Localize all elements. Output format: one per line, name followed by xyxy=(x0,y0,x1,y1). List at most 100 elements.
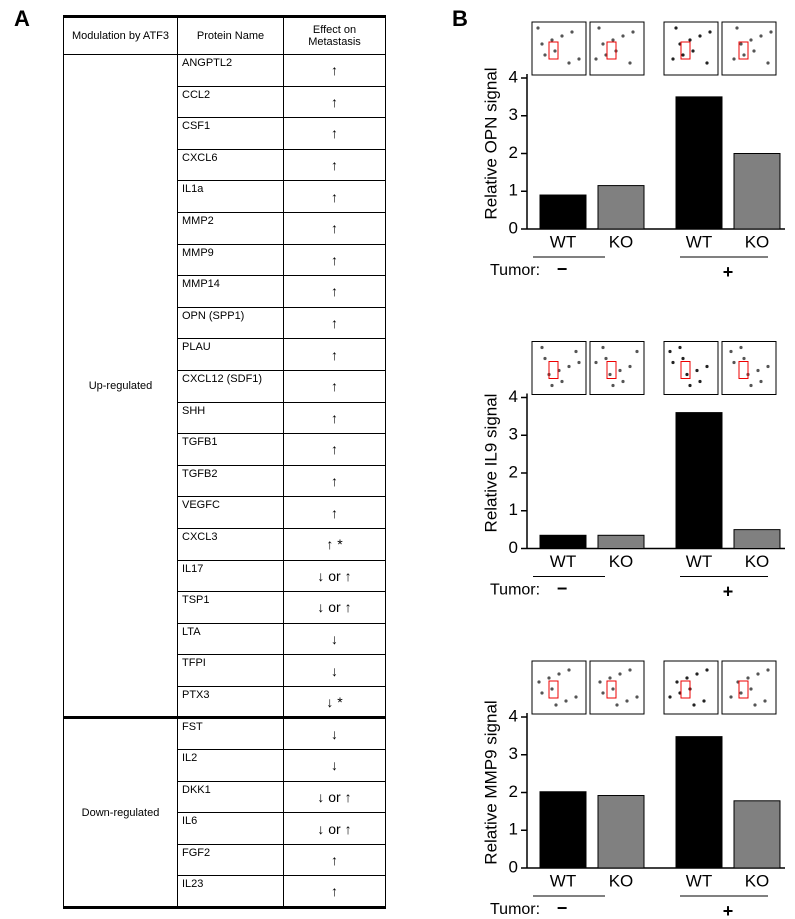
blot-dot xyxy=(739,346,742,349)
blot-dot xyxy=(567,61,570,64)
blot-dot xyxy=(695,369,698,372)
blot-dot xyxy=(766,61,769,64)
blot-dot xyxy=(746,676,749,679)
blot-image xyxy=(590,22,644,75)
bar xyxy=(676,97,722,229)
protein-name: MMP14 xyxy=(178,276,284,308)
blot-dot xyxy=(601,691,604,694)
blot-dot xyxy=(749,384,752,387)
blot-dot xyxy=(628,668,631,671)
blot-dot xyxy=(732,361,735,364)
y-tick-label: 0 xyxy=(509,857,518,876)
blot-dot xyxy=(550,38,553,41)
protein-name: IL17 xyxy=(178,560,284,592)
protein-name: CXCL3 xyxy=(178,528,284,560)
x-tick-label: KO xyxy=(609,871,634,890)
blot-dot xyxy=(695,672,698,675)
blot-dot xyxy=(685,676,688,679)
protein-name: TGFB2 xyxy=(178,465,284,497)
protein-name: TSP1 xyxy=(178,592,284,624)
effect: ↓ or ↑ xyxy=(284,781,386,813)
header-cell: Effect on Metastasis xyxy=(284,17,386,55)
effect: ↑ xyxy=(284,844,386,876)
bar xyxy=(676,413,722,549)
protein-name: PLAU xyxy=(178,339,284,371)
bar xyxy=(540,195,586,229)
bar xyxy=(540,792,586,868)
effect: ↑ xyxy=(284,244,386,276)
blot-dot xyxy=(618,672,621,675)
bar-chart: 01234Relative OPN signalWTKOWTKOTumor:−+ xyxy=(481,22,785,282)
blot-dot xyxy=(688,38,691,41)
effect: ↑ xyxy=(284,434,386,466)
blot-dot xyxy=(678,346,681,349)
effect: ↑ xyxy=(284,149,386,181)
effect: ↑ xyxy=(284,339,386,371)
protein-name: CSF1 xyxy=(178,118,284,150)
blot-dot xyxy=(628,61,631,64)
blot-dot xyxy=(543,357,546,360)
blot-dot xyxy=(749,687,752,690)
blot-dot xyxy=(763,699,766,702)
bar-chart: 01234Relative IL9 signalWTKOWTKOTumor:−+ xyxy=(481,342,785,602)
blot-dot xyxy=(631,30,634,33)
blot-dot xyxy=(611,687,614,690)
blot-dot xyxy=(752,49,755,52)
blot-image xyxy=(664,22,718,75)
protein-name: OPN (SPP1) xyxy=(178,307,284,339)
blot-dot xyxy=(675,680,678,683)
blot-dot xyxy=(756,672,759,675)
protein-name: TFPI xyxy=(178,655,284,687)
bar xyxy=(734,154,780,230)
table-row: Down-regulatedFST↓ xyxy=(64,718,386,750)
blot-dot xyxy=(729,350,732,353)
group-title: Tumor: xyxy=(490,262,540,279)
blot-dot xyxy=(756,369,759,372)
blot-dot xyxy=(698,380,701,383)
blot-dot xyxy=(601,346,604,349)
protein-name: CXCL6 xyxy=(178,149,284,181)
group-label: − xyxy=(557,898,568,918)
blot-dot xyxy=(574,695,577,698)
blot-dot xyxy=(753,703,756,706)
blot-dot xyxy=(597,26,600,29)
blot-dot xyxy=(594,361,597,364)
blot-dot xyxy=(540,691,543,694)
effect: ↑ xyxy=(284,465,386,497)
protein-name: CCL2 xyxy=(178,86,284,118)
group-label: Up-regulated xyxy=(64,55,178,718)
blot-dot xyxy=(635,695,638,698)
effect: ↑ xyxy=(284,402,386,434)
x-tick-label: WT xyxy=(686,552,712,571)
y-tick-label: 0 xyxy=(509,538,518,557)
blot-dot xyxy=(698,34,701,37)
bar xyxy=(598,535,644,548)
group-title: Tumor: xyxy=(490,582,540,599)
x-tick-label: KO xyxy=(745,232,770,251)
protein-name: CXCL12 (SDF1) xyxy=(178,370,284,402)
blot-dot xyxy=(594,57,597,60)
protein-name: ANGPTL2 xyxy=(178,55,284,87)
blot-dot xyxy=(567,668,570,671)
x-tick-label: WT xyxy=(550,871,576,890)
protein-name: FGF2 xyxy=(178,844,284,876)
effect: ↑ xyxy=(284,276,386,308)
effect: ↓ xyxy=(284,623,386,655)
blot-dot xyxy=(618,369,621,372)
effect: ↓ * xyxy=(284,686,386,718)
effect: ↑ xyxy=(284,181,386,213)
blot-dot xyxy=(769,30,772,33)
y-axis-label: Relative MMP9 signal xyxy=(481,700,500,864)
protein-name: MMP2 xyxy=(178,212,284,244)
blot-dot xyxy=(735,26,738,29)
group-label: + xyxy=(723,262,734,282)
blot-dot xyxy=(601,42,604,45)
blot-dot xyxy=(554,703,557,706)
blot-dot xyxy=(681,357,684,360)
effect: ↑ xyxy=(284,55,386,87)
blot-dot xyxy=(739,691,742,694)
group-label: − xyxy=(557,578,568,598)
group-title: Tumor: xyxy=(490,901,540,918)
blot-dot xyxy=(550,687,553,690)
blot-dot xyxy=(705,365,708,368)
